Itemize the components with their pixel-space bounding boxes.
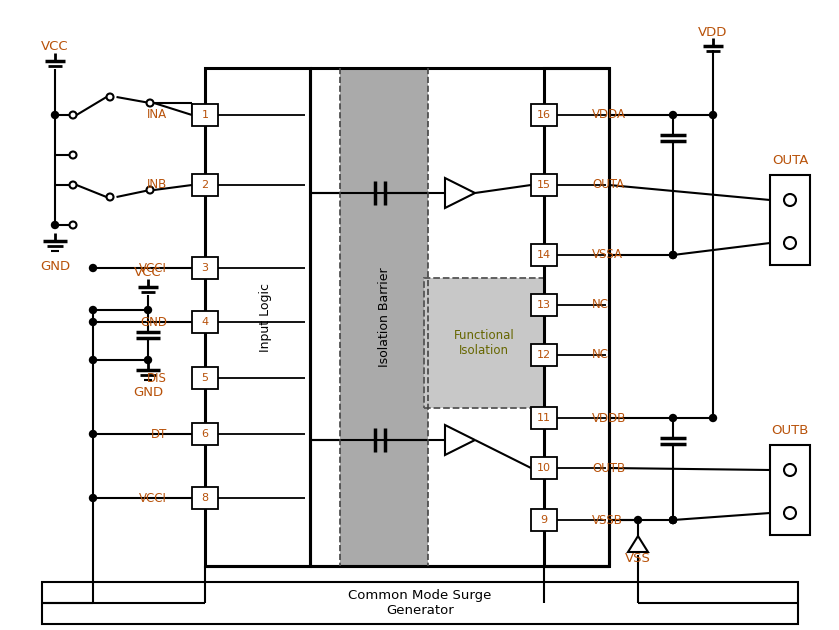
Text: 15: 15 — [537, 180, 551, 190]
Text: VSSB: VSSB — [592, 513, 623, 527]
Circle shape — [51, 112, 59, 118]
Text: Isolation Barrier: Isolation Barrier — [378, 267, 390, 367]
Text: VCC: VCC — [41, 40, 69, 54]
Text: Input Logic: Input Logic — [258, 282, 272, 352]
Text: OUTA: OUTA — [592, 178, 624, 192]
Text: 2: 2 — [201, 180, 209, 190]
Text: 14: 14 — [537, 250, 551, 260]
Text: INB: INB — [147, 178, 167, 192]
Circle shape — [70, 112, 76, 118]
Bar — [531, 344, 557, 366]
Bar — [531, 407, 557, 429]
Bar — [531, 104, 557, 126]
Polygon shape — [628, 536, 648, 552]
Circle shape — [670, 415, 676, 421]
Circle shape — [710, 112, 717, 118]
Circle shape — [90, 430, 96, 437]
Text: 5: 5 — [201, 373, 209, 383]
Polygon shape — [445, 425, 475, 455]
Bar — [42, 582, 798, 624]
Bar — [192, 487, 218, 509]
Circle shape — [784, 194, 796, 206]
Circle shape — [51, 222, 59, 229]
Bar — [770, 175, 810, 265]
Text: 9: 9 — [540, 515, 548, 525]
Bar — [192, 104, 218, 126]
Bar — [531, 509, 557, 531]
Text: NC: NC — [592, 348, 609, 362]
Circle shape — [634, 517, 642, 524]
Bar — [340, 68, 428, 566]
Bar — [531, 294, 557, 316]
Circle shape — [670, 517, 676, 524]
Bar — [192, 367, 218, 389]
Circle shape — [670, 251, 676, 258]
Text: VCCI: VCCI — [139, 261, 167, 275]
Circle shape — [144, 357, 152, 364]
Bar — [192, 423, 218, 445]
Circle shape — [147, 100, 154, 106]
Bar — [205, 68, 310, 566]
Text: VDDA: VDDA — [592, 108, 626, 122]
Text: VCCI: VCCI — [139, 491, 167, 505]
Text: GND: GND — [140, 316, 167, 328]
Text: DIS: DIS — [147, 372, 167, 384]
Circle shape — [90, 319, 96, 326]
Bar — [531, 244, 557, 266]
Text: VDDB: VDDB — [592, 411, 627, 425]
Circle shape — [784, 507, 796, 519]
Text: NC: NC — [592, 299, 609, 311]
Text: 12: 12 — [537, 350, 551, 360]
Circle shape — [784, 237, 796, 249]
Bar — [770, 445, 810, 535]
Text: DT: DT — [151, 428, 167, 440]
Bar — [192, 257, 218, 279]
Circle shape — [144, 307, 152, 314]
Circle shape — [670, 517, 676, 524]
Text: GND: GND — [133, 386, 163, 399]
Bar — [192, 174, 218, 196]
Circle shape — [710, 415, 717, 421]
Text: 8: 8 — [201, 493, 209, 503]
Text: OUTB: OUTB — [592, 462, 625, 474]
Text: VSSA: VSSA — [592, 248, 623, 261]
Text: 13: 13 — [537, 300, 551, 310]
Circle shape — [70, 222, 76, 229]
Text: VCC: VCC — [134, 266, 162, 280]
Circle shape — [90, 307, 96, 314]
Circle shape — [70, 181, 76, 188]
Circle shape — [107, 193, 113, 200]
Bar — [192, 311, 218, 333]
Text: 4: 4 — [201, 317, 209, 327]
Text: Functional
Isolation: Functional Isolation — [454, 329, 514, 357]
Circle shape — [90, 265, 96, 272]
Polygon shape — [445, 178, 475, 208]
Circle shape — [670, 251, 676, 258]
Bar — [544, 68, 609, 566]
Text: OUTA: OUTA — [772, 154, 808, 166]
Text: VDD: VDD — [698, 25, 727, 38]
Text: 1: 1 — [201, 110, 209, 120]
Circle shape — [90, 357, 96, 364]
Circle shape — [70, 151, 76, 159]
Text: 6: 6 — [201, 429, 209, 439]
Circle shape — [107, 93, 113, 101]
Circle shape — [147, 186, 154, 193]
Text: 16: 16 — [537, 110, 551, 120]
Text: 10: 10 — [537, 463, 551, 473]
Bar — [424, 278, 544, 408]
Circle shape — [784, 464, 796, 476]
Bar — [531, 457, 557, 479]
Text: 11: 11 — [537, 413, 551, 423]
Text: GND: GND — [40, 260, 70, 273]
Text: VSS: VSS — [625, 551, 651, 564]
Text: INA: INA — [147, 108, 167, 122]
Circle shape — [670, 517, 676, 524]
Text: OUTB: OUTB — [771, 423, 809, 437]
Text: Common Mode Surge
Generator: Common Mode Surge Generator — [348, 589, 492, 617]
Circle shape — [670, 112, 676, 118]
Text: 3: 3 — [201, 263, 209, 273]
Circle shape — [90, 495, 96, 501]
Bar — [531, 174, 557, 196]
